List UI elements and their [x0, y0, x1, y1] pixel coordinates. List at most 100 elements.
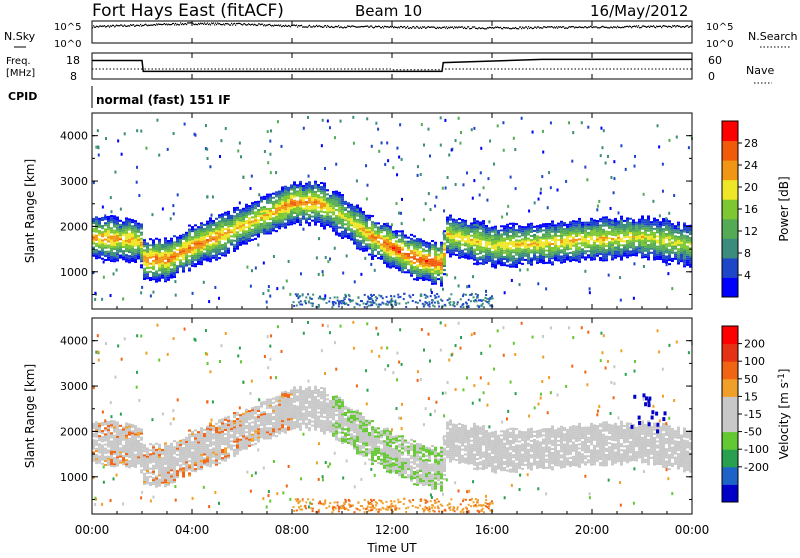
power-cell [611, 224, 614, 226]
power-cell [491, 229, 494, 231]
power-cell [593, 224, 596, 226]
power-cell [374, 224, 377, 226]
power-cell [482, 261, 485, 263]
power-cell [407, 249, 410, 251]
power-cell [488, 260, 491, 262]
power-cell [212, 222, 215, 224]
power-cell [266, 228, 269, 230]
power-cell [368, 219, 371, 221]
power-cell [478, 305, 480, 307]
power-cell [116, 251, 119, 253]
power-cell [272, 217, 275, 219]
power-cell [596, 220, 599, 222]
power-cell [503, 258, 506, 260]
power-cell [179, 265, 182, 267]
power-cell [290, 203, 293, 205]
noise-point [223, 23, 224, 24]
power-cell [473, 248, 476, 250]
power-cell [161, 256, 164, 258]
noise-point [436, 28, 437, 29]
power-cell [428, 244, 431, 246]
power-cell [483, 306, 485, 308]
power-cell [497, 254, 500, 256]
power-cell [680, 244, 683, 246]
power-cell [509, 229, 512, 231]
power-cell [428, 265, 431, 267]
power-cell [314, 201, 317, 203]
power-cell [470, 225, 473, 227]
power-cell [221, 248, 224, 250]
power-cell [143, 241, 146, 243]
power-cell [98, 218, 101, 220]
power-cell [383, 229, 386, 231]
power-cell [281, 189, 284, 191]
power-cell [305, 185, 308, 187]
power-cell [371, 215, 374, 217]
power-cell [596, 238, 599, 240]
power-cell [383, 250, 386, 252]
power-cell [128, 251, 131, 253]
power-cell [179, 251, 182, 253]
velocity-cell [98, 445, 101, 447]
velocity-cell [125, 465, 128, 467]
velocity-cell [113, 459, 116, 461]
power-cell [656, 248, 659, 250]
power-cell [137, 243, 140, 245]
power-cell [484, 297, 486, 299]
power-cell [671, 260, 674, 262]
power-cell [263, 198, 266, 200]
power-cell [425, 274, 428, 276]
power-cell [650, 233, 653, 235]
power-cell [536, 235, 539, 237]
power-cell [620, 244, 623, 246]
power-cell [362, 236, 365, 238]
power-cell [269, 140, 271, 143]
power-cell [182, 262, 185, 264]
power-cell [170, 272, 173, 274]
power-cell [114, 171, 116, 174]
power-cell [305, 302, 307, 304]
velocity-cell [116, 462, 119, 464]
velocity-cell [98, 458, 101, 460]
power-cell [200, 261, 203, 263]
power-cell [155, 252, 158, 254]
power-cell [476, 259, 479, 261]
power-cell [602, 221, 605, 223]
power-cell [224, 212, 227, 214]
power-cell [566, 230, 569, 232]
power-cell [218, 253, 221, 255]
power-cell [329, 224, 332, 226]
power-cell [461, 250, 464, 252]
power-cell [476, 253, 479, 255]
power-cell [407, 241, 410, 243]
velocity-cell [95, 440, 98, 442]
power-cell [563, 253, 566, 255]
power-cell [321, 144, 323, 147]
power-cell [605, 257, 608, 259]
power-cell [416, 267, 419, 269]
power-cell [149, 252, 152, 254]
velocity-cell [116, 460, 119, 462]
power-cell [299, 201, 302, 203]
power-cell [629, 252, 632, 254]
power-cell [215, 246, 218, 248]
power-cell [350, 204, 353, 206]
power-cell [287, 219, 290, 221]
power-cell [329, 217, 332, 219]
power-cell [527, 268, 529, 271]
power-cell [518, 240, 521, 242]
power-cell [398, 257, 401, 259]
power-cell [578, 257, 581, 259]
power-cell [620, 144, 622, 147]
power-cell [278, 203, 281, 205]
power-cell [437, 247, 440, 249]
power-cell [197, 259, 200, 261]
power-cell [518, 229, 521, 231]
power-cell [647, 220, 650, 222]
power-cell [353, 224, 356, 226]
power-cell [449, 298, 451, 300]
power-cell [473, 259, 476, 261]
power-cell [398, 235, 401, 237]
power-cell [121, 153, 123, 156]
power-cell [416, 240, 419, 242]
